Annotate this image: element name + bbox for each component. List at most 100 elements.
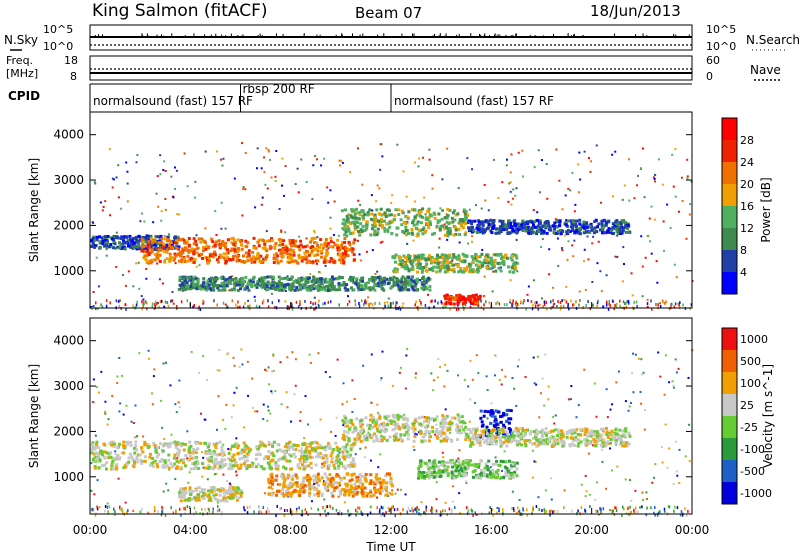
echo-speckle <box>423 416 426 419</box>
echo-cell <box>310 284 314 288</box>
echo-cell <box>196 459 200 463</box>
echo-cell <box>337 253 341 257</box>
echo-cell <box>119 236 123 240</box>
echo-cell <box>345 450 349 454</box>
echo-cell <box>167 243 171 247</box>
echo-cell <box>262 444 266 448</box>
noise-left-tick-bottom: 10^0 <box>43 40 73 53</box>
echo-cell <box>458 299 462 303</box>
echo-cell <box>442 425 446 429</box>
echo-speckle <box>509 171 512 174</box>
echo-cell <box>256 463 260 467</box>
echo-cell <box>430 255 434 259</box>
echo-cell <box>393 427 397 431</box>
ground-scatter <box>502 508 504 512</box>
echo-speckle <box>125 284 128 287</box>
echo-speckle <box>578 290 581 293</box>
ground-scatter <box>216 303 218 307</box>
echo-cell <box>355 279 359 283</box>
ground-scatter <box>358 506 361 510</box>
echo-cell <box>578 222 582 226</box>
beam-title: Beam 07 <box>355 4 422 22</box>
echo-speckle <box>174 403 177 406</box>
echo-cell <box>420 282 424 286</box>
echo-cell <box>100 453 104 457</box>
echo-cell <box>153 258 157 262</box>
echo-cell <box>188 440 192 444</box>
echo-cell <box>307 253 311 257</box>
echo-cell <box>245 445 249 449</box>
echo-cell <box>199 240 203 244</box>
echo-speckle <box>120 207 123 210</box>
echo-cell <box>449 221 453 225</box>
echo-speckle <box>645 497 648 500</box>
echo-cell <box>420 286 424 290</box>
echo-cell <box>353 429 357 433</box>
ground-scatter <box>175 305 178 309</box>
echo-speckle <box>610 469 613 472</box>
echo-cell <box>180 260 184 264</box>
echo-cell <box>201 249 205 253</box>
echo-speckle <box>444 363 447 366</box>
echo-speckle <box>114 452 117 455</box>
echo-speckle <box>471 235 474 238</box>
echo-cell <box>439 421 443 425</box>
echo-cell <box>193 462 197 466</box>
echo-cell <box>446 256 450 260</box>
echo-cell <box>272 283 276 287</box>
echo-cell <box>561 229 565 233</box>
ground-scatter <box>416 510 418 514</box>
echo-cell <box>346 227 350 231</box>
echo-cell <box>414 282 418 286</box>
echo-speckle <box>225 479 228 482</box>
echo-cell <box>452 263 456 267</box>
ground-scatter <box>195 511 197 515</box>
ground-scatter <box>622 300 625 304</box>
ground-scatter <box>572 303 574 307</box>
echo-cell <box>410 262 414 266</box>
echo-cell <box>111 237 115 241</box>
echo-cell <box>254 457 258 461</box>
echo-speckle <box>100 370 103 373</box>
echo-cell <box>150 250 154 254</box>
echo-cell <box>125 440 129 444</box>
ground-scatter <box>607 307 610 311</box>
echo-cell <box>303 467 307 471</box>
ground-scatter <box>92 508 95 512</box>
echo-cell <box>202 281 206 285</box>
echo-speckle <box>469 398 472 401</box>
echo-cell <box>321 246 325 250</box>
echo-cell <box>216 286 220 290</box>
echo-speckle <box>195 265 198 268</box>
ground-scatter <box>354 303 357 307</box>
echo-cell <box>155 246 159 250</box>
echo-cell <box>92 452 96 456</box>
echo-cell <box>395 233 399 237</box>
echo-cell <box>181 247 185 251</box>
echo-speckle <box>115 231 118 234</box>
echo-cell <box>458 259 462 263</box>
ground-scatter <box>623 507 625 511</box>
echo-speckle <box>588 452 591 455</box>
echo-cell <box>339 261 343 265</box>
echo-cell <box>435 270 439 274</box>
echo-cell <box>452 233 456 237</box>
echo-speckle <box>153 307 156 310</box>
echo-cell <box>349 448 353 452</box>
ground-scatter <box>579 299 581 303</box>
ground-scatter <box>498 302 501 306</box>
echo-cell <box>364 281 368 285</box>
echo-cell <box>301 245 305 249</box>
echo-speckle <box>341 403 344 406</box>
echo-cell <box>505 256 509 260</box>
echo-cell <box>477 228 481 232</box>
echo-cell <box>375 439 379 443</box>
echo-speckle <box>409 509 412 512</box>
echo-speckle <box>142 298 145 301</box>
echo-cell <box>239 287 243 291</box>
echo-speckle <box>111 177 114 180</box>
echo-speckle <box>548 248 551 251</box>
echo-speckle <box>254 206 257 209</box>
echo-speckle <box>641 265 644 268</box>
